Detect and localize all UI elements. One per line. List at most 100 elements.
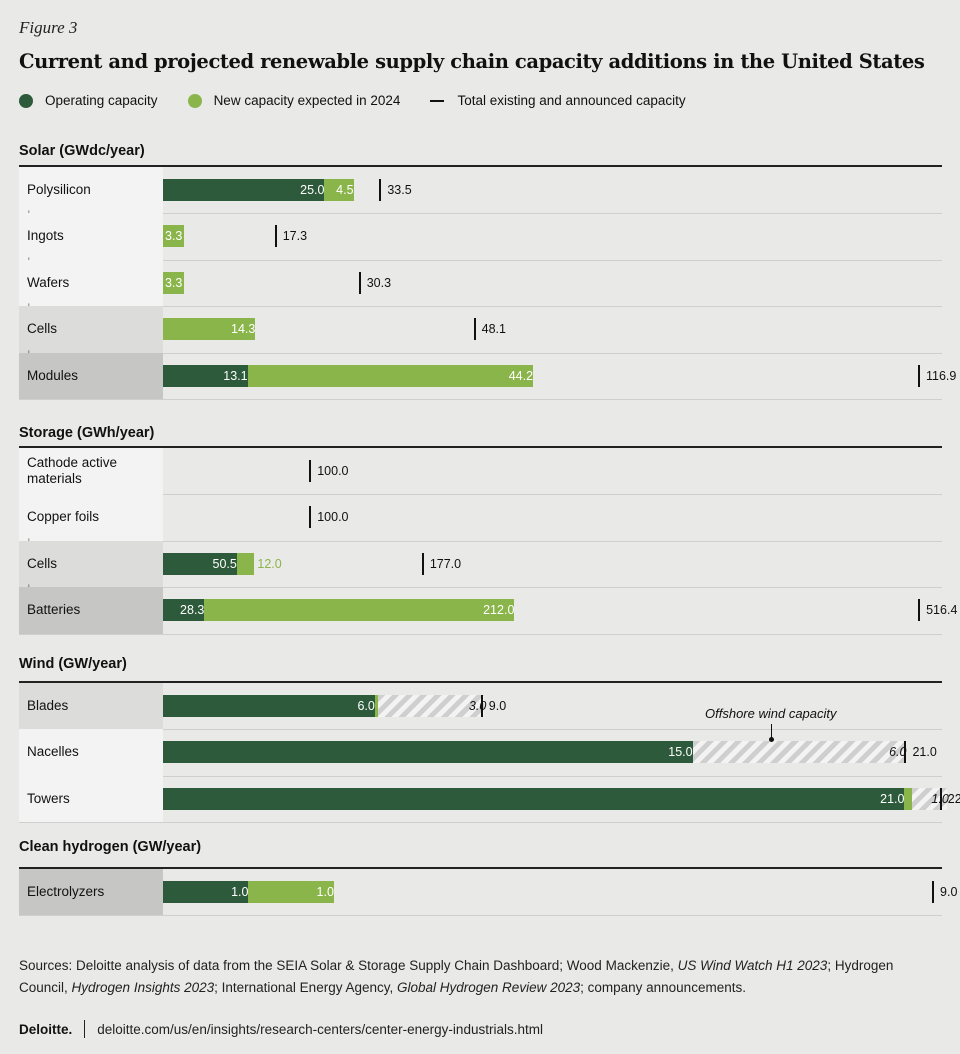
section-title: Solar (GWdc/year) [19,143,145,159]
row-plot: 3.3 17.3 [163,213,942,260]
chart-row: Polysilicon↓25.04.533.5 [19,166,942,219]
row-plot: 13.1 44.2 116.9 [163,353,956,400]
section-rule [19,165,942,167]
section-rule [19,446,942,448]
total-value: 48.1 [481,322,506,337]
offshore-annotation-dot [769,737,774,742]
total-marker [904,741,907,764]
sources-title-1: US Wind Watch H1 2023 [677,958,828,973]
total-value: 100.0 [317,510,349,525]
bar-new [247,364,534,387]
legend-operating: Operating capacity [19,93,158,108]
section-title: Wind (GW/year) [19,656,127,672]
chart-row: Cells↓14.348.1 [19,306,942,359]
total-value: 30.3 [366,275,392,290]
row-plot: 14.3 48.1 [163,306,942,353]
figure-label: Figure 3 [19,18,78,37]
legend-operating-label: Operating capacity [45,93,158,108]
bar-offshore [378,694,485,717]
bar-offshore-value: 3.0 [468,698,487,713]
bar-operating-value: 21.0 [880,791,905,806]
total-value: 33.5 [387,182,412,197]
total-value: 516.4 [926,603,958,618]
bar-operating-value: 15.0 [668,745,693,760]
row-plot: 6.00.13.09.0 [163,683,942,730]
row-label: Polysilicon [19,166,163,213]
total-marker [421,552,424,575]
total-marker [939,787,942,810]
row-label: Batteries [19,587,163,634]
bar-offshore [911,787,947,810]
chart-row: Wafers↓3.330.3 [19,259,942,312]
row-label: Electrolyzers [19,868,163,915]
section-title: Clean hydrogen (GW/year) [19,839,202,855]
row-label-text: Copper foils [27,509,100,525]
row-label: Ingots [19,213,163,260]
section-rule [19,681,942,683]
bar-new [204,599,515,622]
bar-operating [163,694,375,717]
bar-new-value: 1.0 [316,884,334,899]
bar-operating [163,880,249,903]
legend-total: Total existing and announced capacity [430,93,686,108]
row-label-text: Ingots [27,228,64,244]
bar-operating-value: 13.1 [223,368,248,383]
bar-operating-value: 28.3 [180,603,205,618]
total-value: 100.0 [317,463,349,478]
legend-total-label: Total existing and announced capacity [457,93,686,108]
total-marker [473,318,476,341]
deloitte-logo: Deloitte. [19,1021,73,1037]
bar-new-value: 212.0 [483,603,515,618]
row-plot: 100.0 [163,494,942,541]
offshore-annotation-pointer [771,724,772,740]
legend-new-dot-icon [187,93,202,108]
total-value: 9.0 [940,884,958,899]
sources-text-1: Sources: Deloitte analysis of data from … [19,958,678,973]
row-label-text: Batteries [27,602,81,618]
bar-new-value: 12.0 [257,556,282,571]
bar-operating [163,741,693,764]
total-marker [917,364,920,387]
bar-new [324,178,354,201]
total-marker [309,459,312,482]
row-plot: 15.0 6.0 21.0 [163,729,942,776]
sources-title-3: Global Hydrogen Review 2023 [397,980,581,995]
bar-operating [163,599,205,622]
bar-new [163,225,185,248]
footer-url[interactable]: deloitte.com/us/en/insights/research-cen… [97,1021,543,1037]
row-plot: 50.5 12.0 177.0 [163,541,942,588]
row-plot: 1.0 1.0 9.0 [163,869,957,916]
chart-row: Modules 13.1 44.2 116.9 [19,352,956,400]
row-label: Wafers [19,259,163,306]
sources-text-2: ; Hydrogen Council, [19,958,894,995]
row-plot: 28.3 212.0 516.4 [163,587,957,634]
sources-text-4: ; company announcements. [580,980,746,995]
total-marker [274,225,277,248]
bar-operating [163,178,325,201]
bar-new [248,880,334,903]
total-marker [358,271,361,294]
row-label: Cells [19,540,163,587]
bar-new-value: 3.3 [165,229,183,244]
bar-new-value: 4.5 [336,182,354,197]
bar-operating-value: 6.0 [357,698,375,713]
bar-operating-value: 25.0 [300,182,325,197]
bar-new-value: 44.2 [508,368,534,383]
legend-new-label: New capacity expected in 2024 [213,93,401,108]
bar-operating [163,552,237,575]
row-label: Copper foils [19,494,163,541]
section-rule [19,867,942,869]
row-label: Nacelles [19,729,163,776]
bar-new-value: 3.3 [165,275,183,290]
row-plot: 3.3 30.3 [163,260,942,307]
footer-divider [84,1020,86,1038]
sources-note: Sources: Deloitte analysis of data from … [19,955,929,999]
chart-row: Nacelles 15.0 6.0 21.0 [19,729,942,777]
bar-new [163,318,256,341]
row-plot: 100.0 [163,448,942,495]
total-value: 116.9 [925,368,957,383]
sources-title-2: Hydrogen Insights 2023 [71,980,215,995]
row-label-text: Wafers [27,274,70,290]
